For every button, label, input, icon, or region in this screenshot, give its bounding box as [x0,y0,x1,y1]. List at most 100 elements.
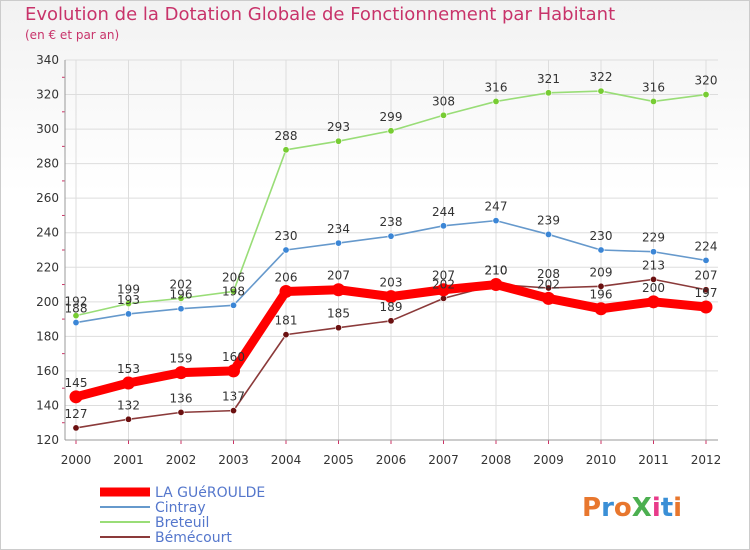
data-point-cintray [72,319,80,327]
data-point-breteuil [492,97,500,105]
data-label-b-m-court: 209 [590,265,613,279]
data-point-b-m-court [230,407,238,415]
x-tick-label: 2009 [533,453,564,467]
data-label-la-gu-roulde: 206 [275,270,298,284]
y-tick-label: 240 [36,226,59,240]
data-point-cintray [387,232,395,240]
data-point-breteuil [597,87,605,95]
data-point-breteuil [702,91,710,99]
chart-title: Evolution de la Dotation Globale de Fonc… [25,4,616,25]
data-label-la-gu-roulde: 159 [170,352,193,366]
data-point-la-gu-roulde [384,290,398,304]
data-point-cintray [492,217,500,225]
data-label-cintray: 224 [695,239,718,253]
data-label-cintray: 239 [537,213,560,227]
data-label-b-m-court: 185 [327,307,350,321]
x-tick-label: 2003 [218,453,249,467]
data-point-b-m-court [125,415,133,423]
y-tick-label: 220 [36,260,59,274]
data-point-b-m-court [72,424,80,432]
data-point-breteuil [544,89,552,97]
data-label-breteuil: 199 [117,283,140,297]
data-point-b-m-court [649,275,657,283]
data-label-breteuil: 299 [380,110,403,124]
legend-label-b-m-court: Bémécourt [155,530,232,546]
x-tick-label: 2006 [376,453,407,467]
data-label-cintray: 244 [432,205,455,219]
data-point-breteuil [72,312,80,320]
data-point-la-gu-roulde [69,390,83,404]
data-point-la-gu-roulde [279,284,293,298]
data-label-la-gu-roulde: 207 [327,269,350,283]
data-point-b-m-court [387,317,395,325]
data-point-la-gu-roulde [332,283,345,297]
data-point-la-gu-roulde [542,291,555,305]
data-label-breteuil: 288 [275,129,298,143]
data-point-b-m-court [177,408,185,416]
x-tick-label: 2002 [166,453,197,467]
data-point-cintray [702,256,710,264]
y-tick-label: 300 [36,122,59,136]
data-label-cintray: 196 [170,288,193,302]
data-point-breteuil [649,97,657,105]
data-label-cintray: 230 [590,229,613,243]
data-label-breteuil: 206 [222,270,245,284]
data-label-la-gu-roulde: 145 [65,376,88,390]
data-point-la-gu-roulde [174,366,188,380]
data-label-breteuil: 322 [590,70,613,84]
y-tick-label: 160 [36,364,59,378]
data-label-la-gu-roulde: 207 [432,269,455,283]
data-point-breteuil [387,127,395,135]
data-point-breteuil [334,137,342,145]
legend-label-breteuil: Breteuil [155,515,209,531]
data-label-cintray: 188 [65,302,88,316]
x-tick-label: 2010 [586,453,617,467]
data-point-breteuil [439,111,447,119]
y-tick-label: 140 [36,398,59,412]
data-label-breteuil: 202 [170,277,193,291]
data-point-breteuil [125,300,133,308]
data-label-la-gu-roulde: 200 [642,281,665,295]
x-tick-label: 2011 [638,453,669,467]
y-tick-label: 120 [36,433,59,447]
data-point-la-gu-roulde [122,376,135,390]
data-point-la-gu-roulde [437,283,450,297]
proxiti-logo-text: ProXiti [582,493,682,523]
data-label-b-m-court: 132 [117,398,140,412]
data-point-la-gu-roulde [489,278,503,292]
x-tick-label: 2008 [481,453,512,467]
y-tick-label: 320 [36,88,59,102]
data-point-cintray [282,246,290,254]
x-tick-label: 2000 [61,453,92,467]
y-tick-label: 180 [36,329,59,343]
data-label-la-gu-roulde: 153 [117,362,140,376]
x-tick-label: 2007 [428,453,459,467]
x-tick-label: 2001 [113,453,144,467]
data-label-la-gu-roulde: 196 [590,288,613,302]
data-label-cintray: 229 [642,231,665,245]
data-label-b-m-court: 202 [432,277,455,291]
y-tick-label: 260 [36,191,59,205]
data-label-breteuil: 293 [327,120,350,134]
y-tick-label: 340 [36,53,59,67]
data-label-la-gu-roulde: 160 [222,350,245,364]
data-label-cintray: 234 [327,222,350,236]
data-point-cintray [125,310,133,318]
grid [65,59,718,441]
data-point-cintray [230,301,238,309]
axes: 120 140 160 180 200 220 240 260 280 300 320 340 2000… [36,53,721,467]
data-label-b-m-court: 208 [537,267,560,281]
data-point-cintray [177,305,185,313]
data-point-breteuil [282,146,290,154]
data-label-b-m-court: 213 [642,258,665,272]
data-label-cintray: 247 [485,200,508,214]
data-label-b-m-court: 181 [275,314,298,328]
data-point-b-m-court [334,324,342,332]
data-point-la-gu-roulde [699,300,713,314]
data-label-breteuil: 316 [485,80,508,94]
data-label-la-gu-roulde: 202 [537,277,560,291]
data-label-la-gu-roulde: 203 [380,276,403,290]
data-label-cintray: 238 [380,215,403,229]
